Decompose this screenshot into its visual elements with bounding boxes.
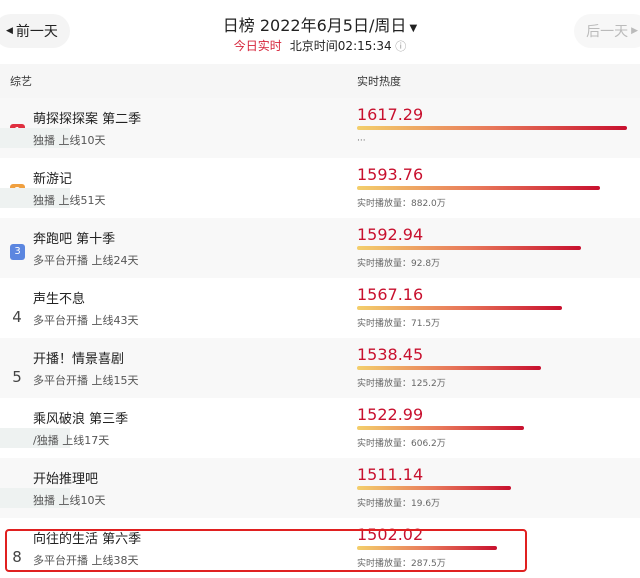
heat-score: 1617.29 [357, 105, 424, 124]
show-title[interactable]: 新游记 [33, 172, 73, 187]
show-title[interactable]: 奔跑吧 第十季 [33, 232, 116, 247]
heat-score: 1592.94 [357, 225, 424, 244]
play-count: 实时播放量：92.8万 [357, 259, 441, 269]
table-row[interactable]: 1 萌探探探案 第二季 独播 上线10天 1617.29 ··· [0, 98, 640, 158]
show-meta: /独播 上线17天 [33, 434, 110, 447]
date-selector[interactable]: 日榜 2022年6月5日/周日 ▼ [0, 12, 640, 36]
ranking-list: 1 萌探探探案 第二季 独播 上线10天 1617.29 ···2 新游记 独播… [0, 98, 640, 578]
next-day-button[interactable]: 后一天 ▶ [574, 14, 640, 48]
rank-number: 4 [12, 308, 22, 326]
table-header: 综艺 实时热度 [0, 64, 640, 98]
show-meta: 独播 上线10天 [33, 134, 106, 147]
heat-score: 1511.14 [357, 465, 424, 484]
dropdown-icon: ▼ [406, 23, 418, 34]
rank-badge: 3 [10, 244, 25, 260]
table-row[interactable]: 7 开始推理吧 独播 上线10天 1511.14 实时播放量：19.6万 [0, 458, 640, 518]
show-title[interactable]: 向往的生活 第六季 [33, 532, 142, 547]
heat-score: 1502.02 [357, 525, 424, 544]
show-meta: 独播 上线10天 [33, 494, 106, 507]
info-icon[interactable]: ⓘ [391, 40, 407, 53]
show-title[interactable]: 声生不息 [33, 292, 86, 307]
show-meta: 多平台开播 上线38天 [33, 554, 139, 567]
top-bar: ◀ 前一天 日榜 2022年6月5日/周日 ▼ 今日实时 北京时间02:15:34 … [0, 0, 640, 64]
show-meta: 多平台开播 上线43天 [33, 314, 139, 327]
show-title[interactable]: 开始推理吧 [33, 472, 99, 487]
column-name: 综艺 [10, 75, 32, 88]
blurred-region [0, 188, 70, 208]
rank-number: 8 [12, 548, 22, 566]
blurred-region [0, 128, 70, 148]
play-count: 实时播放量：19.6万 [357, 499, 441, 509]
heat-score: 1538.45 [357, 345, 424, 364]
rank-number: 5 [12, 368, 22, 386]
show-title[interactable]: 开播！情景喜剧 [33, 352, 125, 367]
table-row[interactable]: 2 新游记 独播 上线51天 1593.76 实时播放量：882.0万 [0, 158, 640, 218]
heat-bar [357, 546, 497, 550]
table-row[interactable]: 5 开播！情景喜剧 多平台开播 上线15天 1538.45 实时播放量：125.… [0, 338, 640, 398]
subtitle: 今日实时 北京时间02:15:34 ⓘ [0, 37, 640, 54]
show-title[interactable]: 萌探探探案 第二季 [33, 112, 142, 127]
heat-score: 1522.99 [357, 405, 424, 424]
show-title[interactable]: 乘风破浪 第三季 [33, 412, 129, 427]
heat-score: 1567.16 [357, 285, 424, 304]
live-label: 今日实时 [233, 39, 282, 53]
heat-bar [357, 486, 511, 490]
show-meta: 多平台开播 上线15天 [33, 374, 139, 387]
caret-left-icon: ◀ [6, 26, 13, 36]
prev-label: 前一天 [15, 24, 58, 40]
play-count: 实时播放量：125.2万 [357, 379, 446, 389]
show-meta: 独播 上线51天 [33, 194, 106, 207]
table-row[interactable]: 8 向往的生活 第六季 多平台开播 上线38天 1502.02 实时播放量：28… [0, 518, 640, 578]
play-count: ··· [357, 136, 366, 146]
blurred-region [0, 428, 70, 448]
heat-bar [357, 306, 562, 310]
show-meta: 多平台开播 上线24天 [33, 254, 139, 267]
next-label: 后一天 [586, 24, 629, 40]
caret-right-icon: ▶ [631, 26, 638, 36]
heat-bar [357, 426, 524, 430]
play-count: 实时播放量：71.5万 [357, 319, 441, 329]
page-title: 日榜 2022年6月5日/周日 [222, 16, 407, 35]
prev-day-button[interactable]: ◀ 前一天 [0, 14, 70, 48]
play-count: 实时播放量：882.0万 [357, 199, 446, 209]
table-row[interactable]: 6 乘风破浪 第三季 /独播 上线17天 1522.99 实时播放量：606.2… [0, 398, 640, 458]
heat-score: 1593.76 [357, 165, 424, 184]
play-count: 实时播放量：287.5万 [357, 559, 446, 569]
table-row[interactable]: 3 奔跑吧 第十季 多平台开播 上线24天 1592.94 实时播放量：92.8… [0, 218, 640, 278]
heat-bar [357, 246, 581, 250]
heat-bar [357, 366, 541, 370]
heat-bar [357, 126, 627, 130]
table-row[interactable]: 4 声生不息 多平台开播 上线43天 1567.16 实时播放量：71.5万 [0, 278, 640, 338]
column-heat: 实时热度 [357, 75, 401, 88]
beijing-time: 北京时间02:15:34 [289, 39, 392, 53]
heat-bar [357, 186, 600, 190]
play-count: 实时播放量：606.2万 [357, 439, 446, 449]
blurred-region [0, 488, 70, 508]
